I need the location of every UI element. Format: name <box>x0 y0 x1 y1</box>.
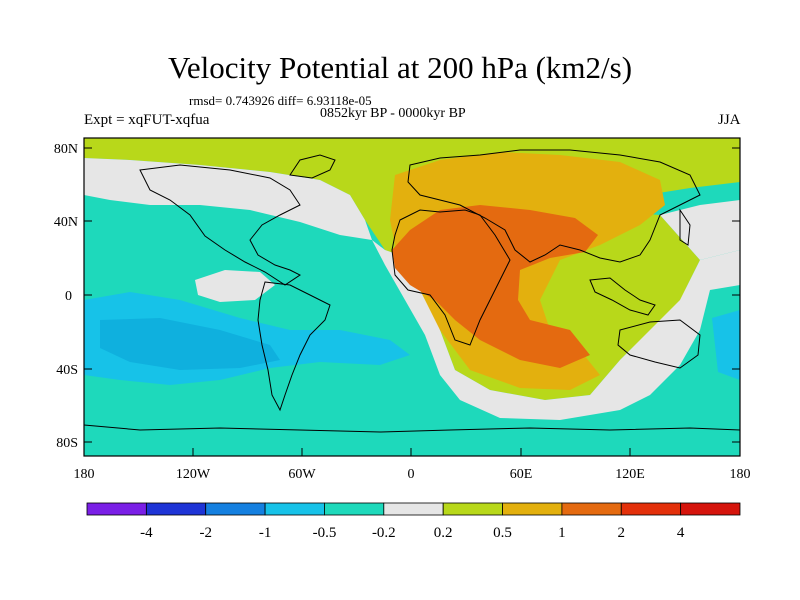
colorbar-label: -0.2 <box>372 525 396 541</box>
lat-label-40S: 40S <box>56 363 78 378</box>
colorbar-label: -2 <box>199 525 212 541</box>
lon-label-60e: 60E <box>510 467 533 482</box>
lat-label-80S: 80S <box>56 436 78 451</box>
axis-labels: 80N 40N 0 40S 80S 180 120W 60W 0 60E 120… <box>54 142 751 482</box>
colorbar-label: 0.5 <box>493 525 512 541</box>
band-neutral-namerica <box>84 158 372 240</box>
colorbar-swatch <box>680 502 741 516</box>
colorbar-swatch <box>205 502 266 516</box>
band-neutral-africa <box>372 240 740 420</box>
lon-label-120e: 120E <box>615 467 645 482</box>
lat-label-80N: 80N <box>54 142 78 157</box>
colorbar-label: 2 <box>618 525 626 541</box>
band-neg1-neg05-wpac <box>712 310 740 380</box>
colorbar-swatch <box>442 502 503 516</box>
colorbar-label: 1 <box>558 525 566 541</box>
colorbar-swatch <box>620 502 682 516</box>
coastlines <box>84 149 740 433</box>
season-label: JJA <box>718 112 741 128</box>
colorbar-swatch <box>86 502 147 516</box>
colorbar-swatch <box>502 502 563 516</box>
lat-label-0: 0 <box>65 289 72 304</box>
map-title: Velocity Potential at 200 hPa (km2/s) <box>167 50 633 85</box>
band-neg1-neg05-core <box>100 318 280 370</box>
period-label: 0852kyr BP - 0000kyr BP <box>320 106 466 121</box>
colorbar-label: -4 <box>140 525 153 541</box>
colorbar-swatch <box>145 502 207 516</box>
colorbar <box>86 502 741 516</box>
lon-label-0: 0 <box>408 467 415 482</box>
lat-ticks <box>84 147 740 443</box>
lon-label-60w: 60W <box>288 467 316 482</box>
colorbar-swatch <box>324 502 385 516</box>
colorbar-label: -1 <box>259 525 272 541</box>
lat-label-40N: 40N <box>54 215 78 230</box>
colorbar-label: 0.2 <box>434 525 453 541</box>
colorbar-swatch <box>561 502 622 516</box>
band-neutral-pacific <box>195 270 275 302</box>
colorbar-label: -0.5 <box>313 525 337 541</box>
colorbar-swatch <box>383 502 444 516</box>
band-1-2 <box>392 205 598 368</box>
colorbar-label: 4 <box>677 525 685 541</box>
stats-label: rmsd= 0.743926 diff= 6.93118e-05 <box>189 93 372 108</box>
lon-label-120w: 120W <box>176 467 211 482</box>
colorbar-swatch <box>264 502 325 516</box>
lon-label-180e: 180 <box>730 467 751 482</box>
experiment-label: Expt = xqFUT-xqfua <box>84 112 210 128</box>
colorbar-labels: -4 -2 -1 -0.5 -0.2 0.2 0.5 1 2 4 <box>140 525 685 541</box>
map-frame <box>83 137 741 457</box>
contour-field <box>84 138 740 456</box>
lon-ticks <box>83 448 741 456</box>
lon-label-180w: 180 <box>74 467 95 482</box>
